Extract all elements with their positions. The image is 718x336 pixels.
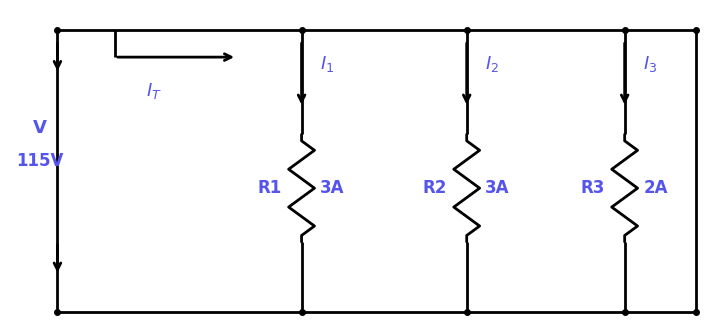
Text: 2A: 2A bbox=[643, 179, 668, 197]
Text: 3A: 3A bbox=[320, 179, 345, 197]
Text: $I_T$: $I_T$ bbox=[146, 81, 162, 101]
Text: $I_3$: $I_3$ bbox=[643, 54, 657, 74]
Text: 115V: 115V bbox=[16, 152, 63, 170]
Text: V: V bbox=[32, 119, 47, 137]
Text: $I_1$: $I_1$ bbox=[320, 54, 334, 74]
Text: R3: R3 bbox=[580, 179, 605, 197]
Text: 3A: 3A bbox=[485, 179, 510, 197]
Text: R2: R2 bbox=[422, 179, 447, 197]
Text: R1: R1 bbox=[257, 179, 281, 197]
Text: $I_2$: $I_2$ bbox=[485, 54, 499, 74]
